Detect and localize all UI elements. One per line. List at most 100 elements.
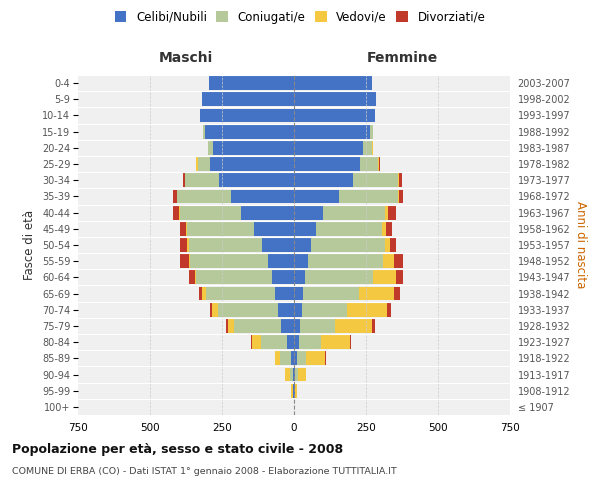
Bar [303,286,359,300]
Bar [398,174,399,187]
Bar [290,352,294,365]
Bar [211,303,212,316]
Bar [294,270,305,284]
Text: Popolazione per età, sesso e stato civile - 2008: Popolazione per età, sesso e stato civil… [12,442,343,456]
Bar [305,270,373,284]
Bar [306,352,325,365]
Bar [194,270,196,284]
Bar [379,157,380,171]
Bar [316,222,382,235]
Bar [298,368,307,382]
Bar [196,157,197,171]
Bar [190,254,268,268]
Bar [299,336,321,349]
Bar [186,222,187,235]
Bar [294,352,298,365]
Bar [211,157,294,171]
Bar [382,222,386,235]
Bar [323,206,385,220]
Bar [212,303,218,316]
Bar [218,303,278,316]
Bar [180,238,187,252]
Bar [189,270,194,284]
Bar [370,125,373,138]
Bar [180,254,189,268]
Bar [399,190,403,203]
Bar [290,368,293,382]
Bar [294,174,353,187]
Bar [294,286,303,300]
Bar [302,303,347,316]
Bar [183,174,185,187]
Bar [275,352,280,365]
Bar [359,286,394,300]
Bar [281,319,294,333]
Bar [173,206,179,220]
Bar [395,270,403,284]
Bar [353,174,398,187]
Bar [387,303,391,316]
Bar [187,238,189,252]
Bar [321,336,350,349]
Bar [262,238,294,252]
Bar [294,336,299,349]
Bar [398,190,399,203]
Text: COMUNE DI ERBA (CO) - Dati ISTAT 1° gennaio 2008 - Elaborazione TUTTITALIA.IT: COMUNE DI ERBA (CO) - Dati ISTAT 1° genn… [12,468,397,476]
Bar [373,319,375,333]
Bar [394,286,400,300]
Bar [275,286,294,300]
Bar [202,286,206,300]
Bar [294,190,338,203]
Bar [206,286,275,300]
Bar [294,108,374,122]
Y-axis label: Anni di nascita: Anni di nascita [574,202,587,288]
Bar [185,174,219,187]
Bar [294,125,370,138]
Bar [325,352,326,365]
Bar [226,319,228,333]
Bar [377,157,379,171]
Bar [200,108,294,122]
Bar [294,238,311,252]
Bar [286,368,290,382]
Text: Femmine: Femmine [367,52,437,66]
Bar [287,336,294,349]
Bar [311,238,385,252]
Bar [254,222,294,235]
Bar [272,270,294,284]
Bar [347,303,387,316]
Bar [203,125,205,138]
Bar [199,286,202,300]
Bar [180,222,186,235]
Bar [291,384,293,398]
Bar [268,254,294,268]
Bar [363,141,372,154]
Bar [209,76,294,90]
Bar [293,368,294,382]
Bar [197,157,211,171]
Bar [230,190,294,203]
Legend: Celibi/Nubili, Coniugati/e, Vedovi/e, Divorziati/e: Celibi/Nubili, Coniugati/e, Vedovi/e, Di… [112,8,488,26]
Bar [350,336,351,349]
Bar [335,319,373,333]
Bar [294,254,308,268]
Bar [294,92,376,106]
Bar [294,141,363,154]
Bar [196,270,272,284]
Bar [372,141,373,154]
Bar [294,222,316,235]
Bar [280,352,290,365]
Bar [241,206,294,220]
Bar [399,174,402,187]
Bar [360,157,377,171]
Bar [385,206,388,220]
Bar [294,206,323,220]
Bar [373,270,395,284]
Bar [295,384,296,398]
Bar [391,238,396,252]
Bar [294,76,372,90]
Y-axis label: Fasce di età: Fasce di età [23,210,37,280]
Bar [208,141,214,154]
Bar [187,222,254,235]
Bar [252,336,261,349]
